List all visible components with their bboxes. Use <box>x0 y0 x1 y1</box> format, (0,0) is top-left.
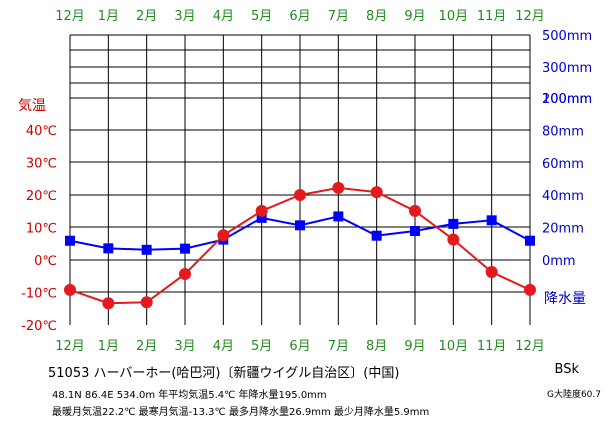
temperature-tick-label: 30℃ <box>26 157 57 172</box>
precip-scale-compressed-lines <box>70 34 530 99</box>
month-label-bottom: 7月 <box>328 339 349 354</box>
month-label-bottom: 8月 <box>366 339 387 354</box>
precipitation-point <box>180 243 190 254</box>
precipitation-axis-title: 降水量 <box>544 291 586 307</box>
station-extremes: 最暖月気温22.2℃ 最寒月気温-13.3℃ 最多月降水量26.9mm 最少月降… <box>52 407 430 418</box>
temperature-point <box>179 267 191 280</box>
temperature-point <box>332 181 345 194</box>
precipitation-tick-label: 300mm <box>542 61 592 76</box>
month-label-top: 9月 <box>404 9 425 24</box>
climate-classification: BSk <box>554 362 579 377</box>
precipitation-point <box>486 215 497 226</box>
month-label-bottom: 10月 <box>439 339 469 354</box>
temperature-tick-label: -20℃ <box>21 319 57 334</box>
grid <box>69 35 531 325</box>
month-label-bottom: 11月 <box>477 339 507 354</box>
month-labels-bottom: 12月 1月 2月 3月 4月 5月 6月 7月 8月 9月 10月 11月 12月 <box>55 339 545 354</box>
station-title: 51053 ハーバーホー(哈巴河)〔新疆ウイグル自治区〕(中国) <box>48 366 400 381</box>
month-label-top: 7月 <box>328 9 349 24</box>
month-label-bottom: 12月 <box>515 339 545 354</box>
month-label-top: 8月 <box>366 9 387 24</box>
precipitation-tick-label: 40mm <box>542 189 584 204</box>
temperature-point <box>255 204 268 217</box>
month-label-top: 6月 <box>289 9 310 24</box>
climate-subzone: G大陸度60.7 <box>546 390 601 400</box>
temperature-point <box>102 297 115 310</box>
temperature-point <box>524 283 536 296</box>
precipitation-point <box>448 218 459 229</box>
month-label-bottom: 1月 <box>98 339 119 354</box>
temperature-point <box>447 233 460 246</box>
temperature-tick-label: 40℃ <box>26 124 57 139</box>
precipitation-point <box>256 212 267 223</box>
temperature-point <box>140 296 153 309</box>
month-labels-top: 12月 1月 2月 3月 4月 5月 6月 7月 8月 9月 10月 11月 12月 <box>55 9 545 24</box>
month-label-bottom: 9月 <box>404 339 425 354</box>
month-label-bottom: 2月 <box>136 339 157 354</box>
temperature-tick-label: 0℃ <box>34 254 57 269</box>
month-label-top: 5月 <box>251 9 272 24</box>
precipitation-point <box>65 235 75 246</box>
month-label-bottom: 3月 <box>174 339 195 354</box>
precipitation-point <box>103 243 114 254</box>
precipitation-point <box>141 244 152 255</box>
precipitation-point <box>525 235 535 246</box>
precipitation-tick-label: 100mm <box>542 92 592 107</box>
temperature-tick-labels: 40℃ 30℃ 20℃ 10℃ 0℃ -10℃ -20℃ <box>21 124 57 334</box>
month-label-bottom: 12月 <box>55 339 85 354</box>
temperature-tick-label: 10℃ <box>26 222 57 237</box>
month-label-top: 4月 <box>213 9 234 24</box>
temperature-axis-title: 気温 <box>18 98 46 114</box>
month-label-top: 2月 <box>136 9 157 24</box>
temperature-point <box>64 283 76 296</box>
month-label-bottom: 5月 <box>251 339 272 354</box>
precipitation-tick-label: 60mm <box>542 157 584 172</box>
precipitation-point <box>295 220 305 231</box>
month-label-bottom: 4月 <box>213 339 234 354</box>
temperature-point <box>294 189 306 201</box>
temperature-point <box>370 186 383 199</box>
month-label-top: 10月 <box>439 9 469 24</box>
month-label-top: 1月 <box>98 9 119 24</box>
temperature-point <box>409 204 421 217</box>
temperature-series <box>64 181 536 310</box>
precipitation-tick-label: 80mm <box>542 124 584 139</box>
precipitation-tick-label: 500mm <box>542 29 592 44</box>
station-coords: 48.1N 86.4E 534.0m 年平均気温5.4℃ 年降水量195.0mm <box>52 390 327 401</box>
precipitation-tick-label: 200mm <box>542 92 592 107</box>
temperature-point <box>485 266 498 279</box>
month-label-top: 11月 <box>477 9 507 24</box>
month-label-bottom: 6月 <box>289 339 310 354</box>
temperature-tick-label: -10℃ <box>21 287 57 302</box>
month-label-top: 12月 <box>55 9 85 24</box>
precipitation-series <box>65 211 535 255</box>
month-label-top: 12月 <box>515 9 545 24</box>
axes <box>69 35 531 325</box>
month-label-top: 3月 <box>174 9 195 24</box>
temperature-point <box>217 229 230 242</box>
precipitation-point <box>371 230 382 241</box>
precipitation-tick-label: 20mm <box>542 222 584 237</box>
precipitation-point <box>410 226 420 237</box>
temperature-tick-label: 20℃ <box>26 189 57 204</box>
precipitation-point <box>333 211 344 222</box>
precipitation-tick-label: 0mm <box>542 254 576 269</box>
